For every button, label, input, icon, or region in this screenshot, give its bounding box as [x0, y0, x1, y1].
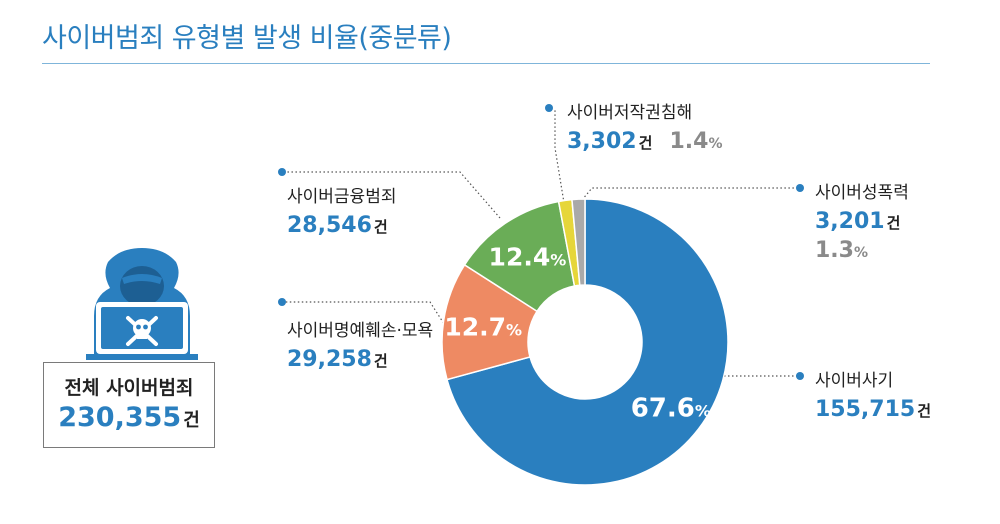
leader-line-defamation	[282, 301, 449, 331]
skull-crossbones-icon	[126, 316, 158, 346]
leader-dot-sexual	[796, 184, 804, 192]
total-unit: 건	[183, 410, 200, 431]
label-fraud: 사이버사기 155,715 건	[815, 366, 931, 422]
label-sexual-count: 3,201	[815, 209, 885, 234]
label-sexual-name: 사이버성폭력	[815, 183, 909, 203]
leader-dot-copyright	[545, 104, 553, 112]
label-copyright-pct-value: 1.4	[669, 129, 709, 154]
hacker-illustration	[86, 248, 198, 360]
leader-line-sexual	[581, 187, 800, 201]
leader-dot-fraud	[796, 372, 804, 380]
label-sexual-unit: 건	[886, 214, 901, 232]
slice-label-fraud: 67.6%	[631, 394, 711, 424]
label-copyright-count: 3,302	[567, 129, 637, 154]
label-defamation-count: 29,258	[287, 347, 372, 372]
label-defamation: 사이버명예훼손·모욕 29,258 건	[287, 316, 433, 372]
total-label: 전체 사이버범죄	[64, 377, 194, 399]
label-fraud-name: 사이버사기	[815, 371, 894, 391]
label-sexual-pct: 1.3%	[815, 238, 869, 263]
leader-line-finance	[282, 171, 501, 219]
label-finance-name: 사이버금융범죄	[287, 187, 397, 207]
label-sexual-pct-value: 1.3	[815, 238, 854, 263]
title-divider	[42, 63, 930, 64]
label-copyright-pct: 1.4%	[669, 129, 723, 154]
label-finance-unit: 건	[373, 218, 388, 236]
label-fraud-count: 155,715	[815, 397, 916, 422]
slice-sexual	[571, 198, 586, 287]
page-title: 사이버범죄 유형별 발생 비율(중분류)	[42, 23, 452, 54]
total-crime-box: 전체 사이버범죄 230,355 건	[43, 362, 215, 448]
label-finance-count: 28,546	[287, 213, 372, 238]
label-defamation-name: 사이버명예훼손·모욕	[287, 321, 434, 341]
total-value: 230,355	[58, 402, 182, 433]
label-finance: 사이버금융범죄 28,546 건	[287, 182, 396, 238]
slice-fraud	[446, 198, 729, 486]
leader-line-copyright	[554, 108, 567, 216]
label-copyright-name: 사이버저작권침해	[567, 103, 693, 123]
label-copyright-unit: 건	[638, 134, 653, 152]
label-defamation-unit: 건	[373, 352, 388, 370]
slice-label-finance: 12.4%	[489, 243, 567, 272]
label-copyright: 사이버저작권침해 3,302 건 1.4%	[567, 98, 723, 154]
label-sexual: 사이버성폭력 3,201 건 1.3%	[815, 178, 909, 263]
total-value-line: 230,355 건	[44, 402, 214, 433]
label-fraud-unit: 건	[917, 402, 932, 420]
leader-dot-finance	[278, 168, 286, 176]
leader-dot-defamation	[278, 298, 286, 306]
slice-label-defamation: 12.7%	[444, 312, 522, 341]
